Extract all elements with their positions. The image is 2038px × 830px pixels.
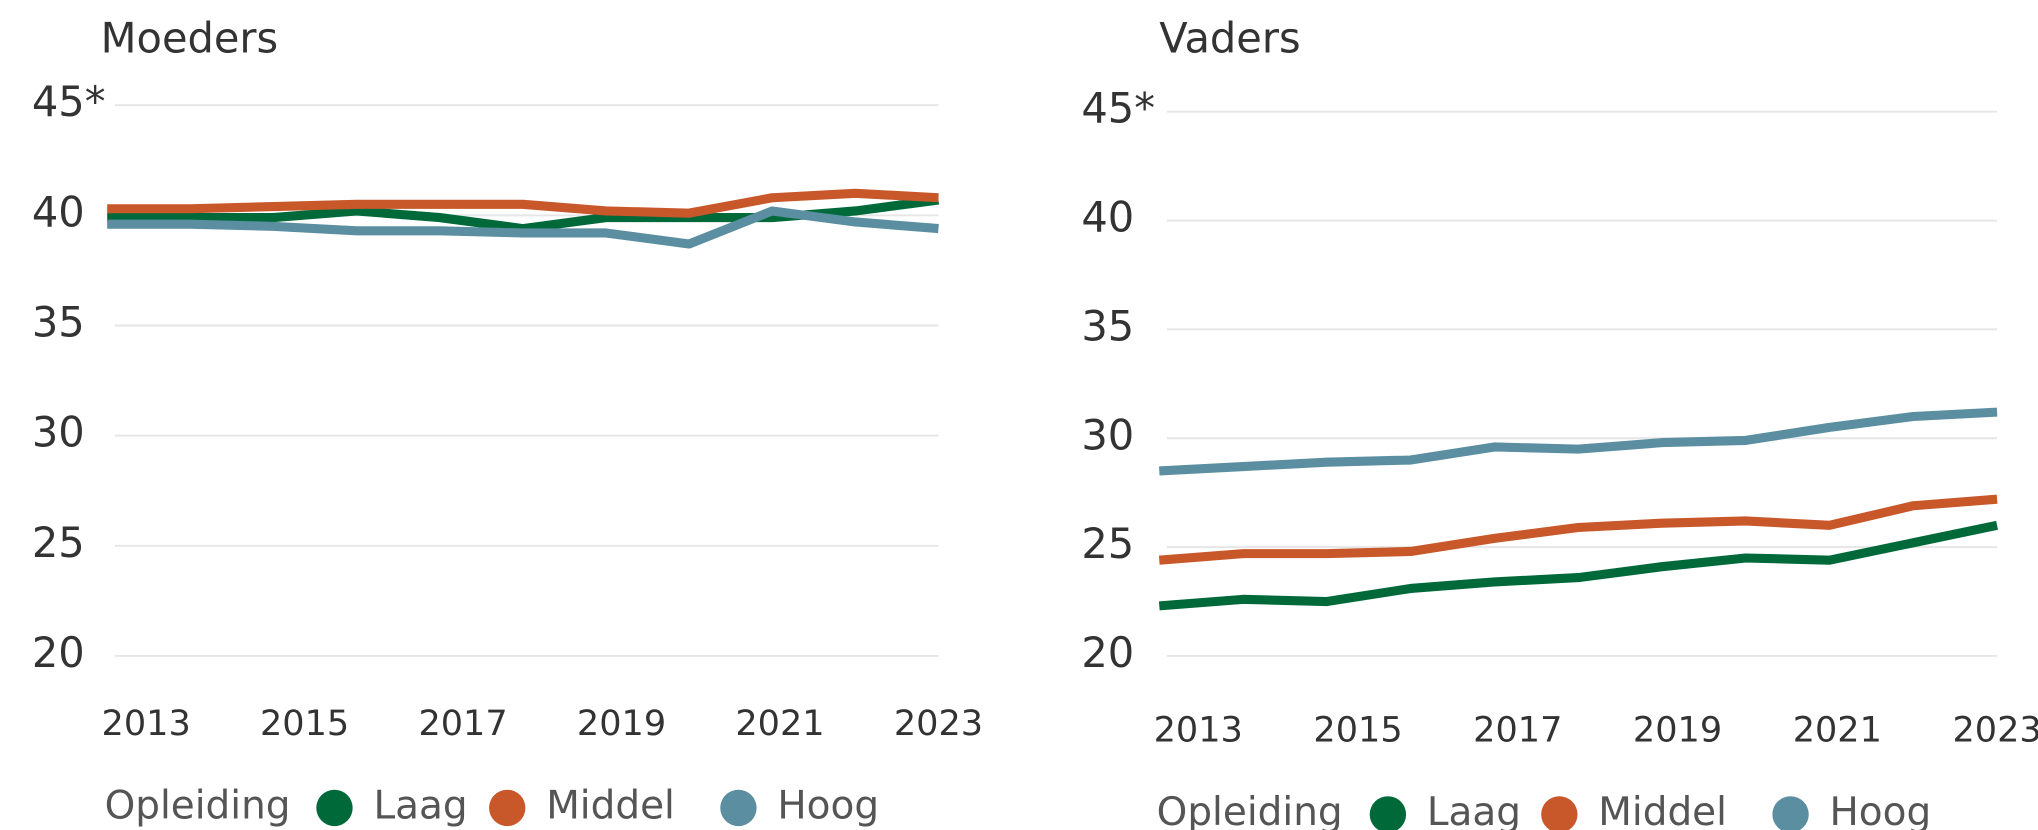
- x-tick-label: 2015: [1313, 709, 1402, 750]
- legend-swatch: [489, 789, 526, 827]
- series-line: [1158, 494, 1998, 565]
- x-tick-label: 2021: [735, 703, 824, 744]
- y-tick-label: 40: [1081, 193, 1134, 242]
- chart-title: Moeders: [101, 14, 279, 63]
- legend-title: Opleiding: [105, 783, 291, 828]
- series-line: [107, 188, 939, 218]
- x-tick-label: 2015: [260, 703, 349, 744]
- y-tick-label: 25: [32, 518, 85, 567]
- legend-swatch: [720, 789, 757, 827]
- x-tick-label: 2013: [102, 703, 191, 744]
- x-tick-label: 2017: [418, 703, 507, 744]
- x-tick-label: 2019: [1633, 709, 1722, 750]
- y-tick-label: 35: [32, 298, 85, 347]
- y-tick-label: 45*: [1081, 84, 1155, 133]
- y-tick-label: 45*: [32, 77, 106, 126]
- legend-label: Laag: [1427, 790, 1521, 830]
- legend-label: Middel: [546, 783, 675, 828]
- legend-title: Opleiding: [1157, 790, 1343, 830]
- legend-label: Middel: [1598, 790, 1727, 830]
- y-tick-label: 40: [32, 187, 85, 236]
- chart-title: Vaders: [1159, 14, 1300, 63]
- legend-swatch: [316, 789, 353, 827]
- legend-label: Laag: [373, 783, 467, 828]
- x-tick-label: 2019: [577, 703, 666, 744]
- y-tick-label: 20: [1081, 628, 1134, 677]
- y-tick-label: 30: [1081, 410, 1134, 459]
- y-tick-label: 30: [32, 408, 85, 457]
- y-tick-label: 35: [1081, 301, 1134, 350]
- y-tick-label: 25: [1081, 519, 1134, 568]
- x-tick-label: 2023: [894, 703, 983, 744]
- y-tick-label: 20: [32, 628, 85, 677]
- x-tick-label: 2023: [1952, 709, 2038, 750]
- x-tick-label: 2013: [1154, 709, 1243, 750]
- series-line: [1159, 407, 1998, 476]
- legend-label: Hoog: [1830, 790, 1932, 830]
- legend-label: Hoog: [777, 783, 879, 828]
- series-line: [1158, 520, 1999, 611]
- legend-swatch: [1772, 796, 1809, 830]
- legend-swatch: [1369, 796, 1407, 830]
- x-tick-label: 2021: [1793, 709, 1882, 750]
- series-line: [107, 206, 939, 249]
- legend-swatch: [1541, 796, 1578, 830]
- x-tick-label: 2017: [1473, 709, 1562, 750]
